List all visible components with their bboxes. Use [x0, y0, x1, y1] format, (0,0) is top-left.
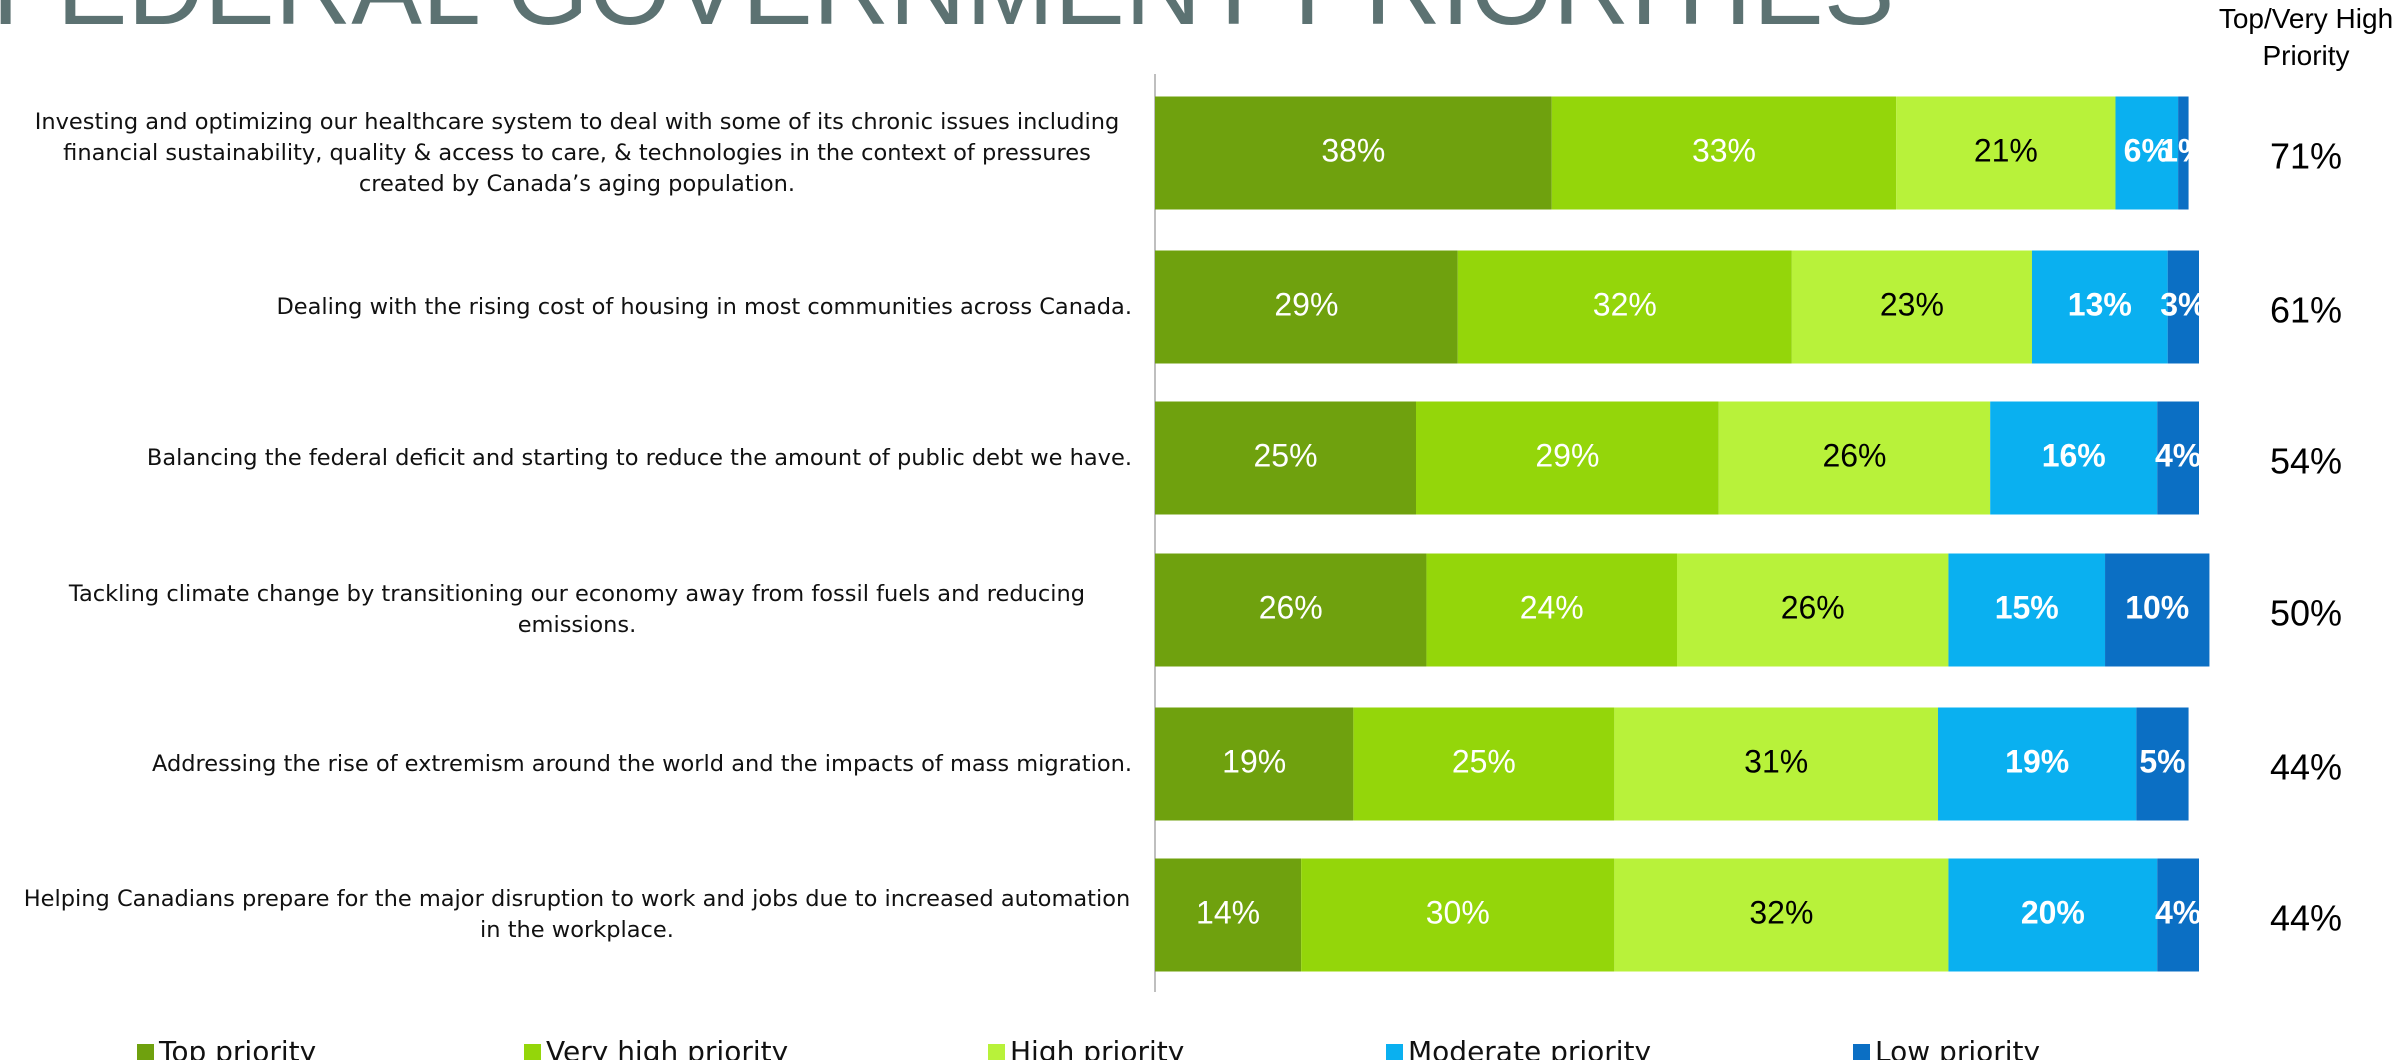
- value-label: 29%: [1535, 437, 1599, 473]
- bar-segment: [2157, 401, 2199, 515]
- value-label: 26%: [1822, 437, 1886, 473]
- bar-segment: [1301, 858, 1615, 972]
- value-label: 25%: [1253, 437, 1317, 473]
- value-label: 10%: [2125, 589, 2189, 625]
- value-label: 26%: [1259, 589, 1323, 625]
- category-label: Helping Canadians prepare for the major …: [0, 859, 1132, 972]
- legend-label: Top priority: [158, 1035, 316, 1060]
- summary-value: 61%: [2270, 290, 2342, 331]
- bar-segment: [2031, 250, 2168, 364]
- bar-segment: [1614, 707, 1938, 821]
- summary-value: 50%: [2270, 593, 2342, 634]
- legend-swatch: [524, 1044, 541, 1060]
- bar-segment: [2105, 553, 2210, 667]
- summary-value: 44%: [2270, 747, 2342, 788]
- category-label: Investing and optimizing our healthcare …: [0, 97, 1132, 210]
- chart-title: FEDERAL GOVERNMENT PRIORITIES: [0, 0, 1894, 47]
- legend-swatch: [988, 1044, 1005, 1060]
- bar-segment: [1551, 96, 1897, 210]
- value-label: 3%: [2160, 286, 2206, 322]
- bar-segment: [1938, 707, 2137, 821]
- value-label: 25%: [1452, 743, 1516, 779]
- value-label: 20%: [2021, 894, 2085, 930]
- bar-segment: [1948, 553, 2106, 667]
- value-label: 23%: [1880, 286, 1944, 322]
- value-label: 24%: [1520, 589, 1584, 625]
- value-label: 4%: [2155, 437, 2201, 473]
- value-label: 4%: [2155, 894, 2201, 930]
- bar-segment: [2157, 858, 2199, 972]
- legend-label: Low priority: [1875, 1035, 2040, 1060]
- value-label: 32%: [1749, 894, 1813, 930]
- bar-segment: [1155, 707, 1354, 821]
- bar-segment: [1155, 96, 1552, 210]
- value-label: 26%: [1781, 589, 1845, 625]
- value-label: 38%: [1321, 132, 1385, 168]
- category-label: Tackling climate change by transitioning…: [0, 554, 1132, 667]
- value-label: 15%: [1995, 589, 2059, 625]
- bar-segment: [2167, 250, 2199, 364]
- category-text: Helping Canadians prepare for the major …: [23, 886, 1131, 943]
- bar-segment: [1718, 401, 1991, 515]
- summary-title: Top/Very High Priority: [2218, 3, 2394, 71]
- value-label: 31%: [1744, 743, 1808, 779]
- category-text: Addressing the rise of extremism around …: [151, 750, 1132, 777]
- value-label: 5%: [2139, 743, 2185, 779]
- bar-segment: [1155, 553, 1427, 667]
- legend-swatch: [1386, 1044, 1403, 1060]
- legend-label: Very high priority: [546, 1035, 788, 1060]
- bar-segment: [1155, 401, 1416, 515]
- bar-segment: [1353, 707, 1615, 821]
- value-label: 19%: [1222, 743, 1286, 779]
- bar-segment: [2115, 96, 2179, 210]
- value-label: 32%: [1593, 286, 1657, 322]
- value-label: 21%: [1974, 132, 2038, 168]
- bar-segment: [1614, 858, 1949, 972]
- bar-segment: [1896, 96, 2116, 210]
- legend-label: High priority: [1010, 1035, 1184, 1060]
- value-label: 1%: [2160, 132, 2206, 168]
- category-text: Dealing with the rising cost of housing …: [276, 293, 1132, 320]
- value-label: 14%: [1196, 894, 1260, 930]
- category-text: Tackling climate change by transitioning…: [68, 581, 1086, 638]
- value-label: 13%: [2068, 286, 2132, 322]
- bar-segment: [1155, 858, 1302, 972]
- value-label: 33%: [1692, 132, 1756, 168]
- bar-segment: [1677, 553, 1949, 667]
- legend-swatch: [1853, 1044, 1870, 1060]
- category-text: Investing and optimizing our healthcare …: [34, 108, 1120, 197]
- bar-segment: [1457, 250, 1792, 364]
- bar-segment: [2136, 707, 2189, 821]
- legend-swatch: [137, 1044, 154, 1060]
- bar-segment: [1791, 250, 2032, 364]
- category-label: Dealing with the rising cost of housing …: [0, 251, 1132, 364]
- value-label: 30%: [1426, 894, 1490, 930]
- summary-value: 71%: [2270, 136, 2342, 177]
- legend-label: Moderate priority: [1408, 1035, 1651, 1060]
- value-label: 16%: [2042, 437, 2106, 473]
- summary-value: 54%: [2270, 441, 2342, 482]
- summary-value: 44%: [2270, 898, 2342, 939]
- category-label: Balancing the federal deficit and starti…: [0, 402, 1132, 515]
- bar-segment: [1948, 858, 2158, 972]
- bar-segment: [1426, 553, 1677, 667]
- bar-segment: [1990, 401, 2158, 515]
- value-label: 29%: [1274, 286, 1338, 322]
- bar-segment: [1155, 250, 1458, 364]
- value-label: 19%: [2005, 743, 2069, 779]
- bar-segment: [1416, 401, 1719, 515]
- value-label: 6%: [2124, 132, 2170, 168]
- category-text: Balancing the federal deficit and starti…: [146, 444, 1132, 471]
- category-label: Addressing the rise of extremism around …: [0, 708, 1132, 821]
- bar-segment: [2178, 96, 2189, 210]
